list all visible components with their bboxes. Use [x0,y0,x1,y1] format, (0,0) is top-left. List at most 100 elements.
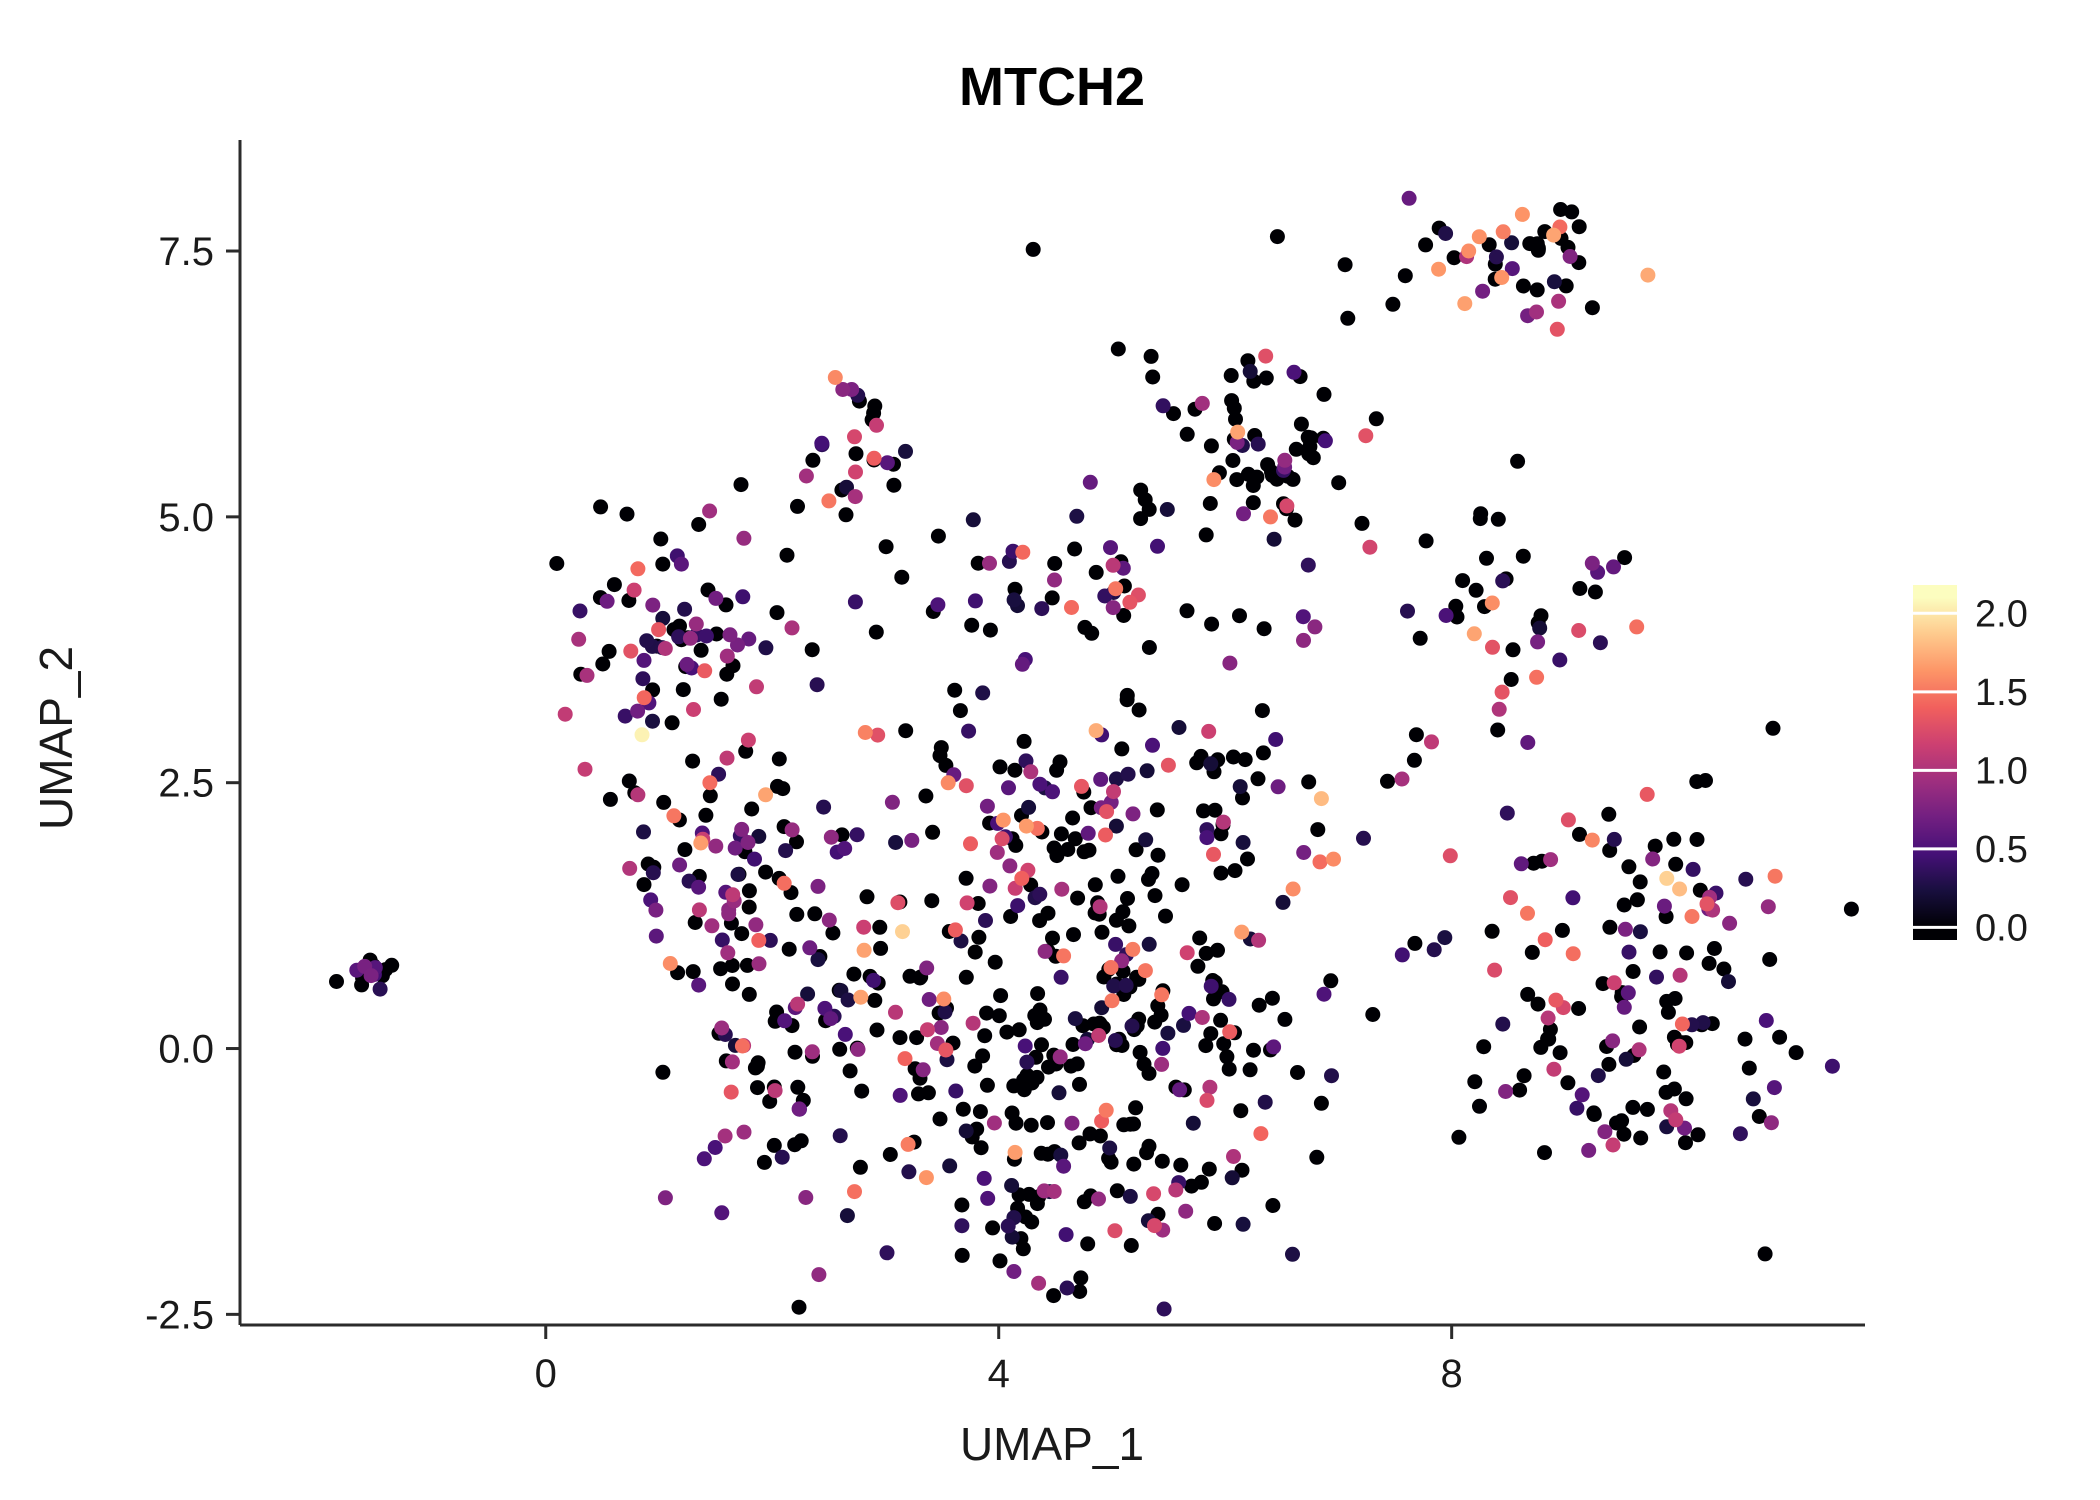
data-point [653,531,669,547]
data-point [1586,1107,1602,1122]
data-point [1192,930,1208,946]
data-point [958,870,974,886]
data-point [1741,1060,1757,1076]
data-point [925,824,941,840]
data-point [1251,997,1267,1013]
data-point [1488,249,1504,265]
data-point [1234,924,1250,940]
data-point [1560,1075,1576,1091]
data-point [645,713,660,729]
data-point [870,727,886,743]
data-point [1468,582,1484,598]
data-point [1546,274,1562,290]
data-point [741,986,757,1002]
data-point [571,631,587,647]
colorbar-tick-label: 1.0 [1975,750,2028,792]
data-point [602,791,618,807]
data-point [593,499,609,515]
data-point [1301,774,1317,790]
data-point [673,556,689,572]
data-point [979,798,995,814]
data-point [1689,832,1705,847]
data-point [1632,1019,1648,1035]
data-point [1368,411,1384,427]
data-point [1590,1068,1606,1084]
data-point [655,1064,671,1080]
data-point [888,1004,903,1020]
data-point [1313,1095,1329,1111]
data-point [1268,732,1284,747]
data-point [849,827,865,843]
data-point [800,986,816,1002]
data-point [1695,1015,1711,1031]
data-point [1116,608,1132,623]
data-point [1154,1056,1170,1072]
data-point [691,517,707,532]
data-point [809,677,825,693]
data-point [1400,603,1415,619]
data-point [1277,1011,1293,1027]
data-point [1617,550,1633,566]
data-point [1155,1040,1171,1056]
data-point [1302,439,1318,455]
data-point [1605,1137,1621,1153]
data-point [1245,478,1261,493]
data-point [655,556,671,572]
data-point [1678,1135,1693,1151]
data-point [1512,1082,1528,1098]
data-point [1606,831,1622,847]
data-point [1270,779,1286,795]
data-point [1108,771,1124,787]
data-point [1226,1149,1241,1164]
data-point [1104,993,1120,1009]
data-point [1232,608,1247,624]
data-point [787,1137,803,1153]
data-point [1296,845,1312,860]
data-point [1491,701,1507,717]
data-point [1621,944,1637,960]
data-point [1207,1216,1223,1231]
data-point [982,878,998,894]
data-point [1229,472,1245,488]
data-point [1059,1280,1075,1296]
data-point [1285,881,1301,897]
data-point [1010,898,1026,914]
data-point [846,966,862,982]
data-point [679,656,695,672]
data-point [1490,511,1506,527]
data-point [1380,773,1395,789]
data-point [1179,603,1195,619]
data-point [1014,870,1030,886]
data-point [1176,1017,1191,1033]
data-point [1516,1068,1532,1084]
data-point [708,838,724,854]
data-point [798,1190,814,1205]
data-point [1632,874,1648,890]
data-point [1201,1161,1217,1177]
data-point [1574,1087,1590,1103]
data-point [1592,635,1608,651]
data-point [1397,268,1413,284]
data-point [970,555,986,571]
data-point [1738,871,1754,887]
data-point [894,569,910,585]
data-point [384,957,400,973]
data-point [980,1190,996,1206]
data-point [758,787,774,803]
data-point [1219,1049,1235,1065]
data-point [1620,985,1636,1001]
data-point [1141,936,1157,952]
data-point [622,860,638,876]
data-point [1631,1042,1647,1058]
data-point [1659,870,1675,886]
data-point [1300,557,1316,573]
data-point [691,902,707,918]
data-point [867,992,883,1008]
data-point [947,922,963,938]
data-point [1150,538,1165,554]
data-point [730,867,746,882]
data-point [1030,986,1046,1002]
data-point [354,977,370,993]
data-point [1326,851,1341,867]
data-point [1147,1014,1163,1030]
